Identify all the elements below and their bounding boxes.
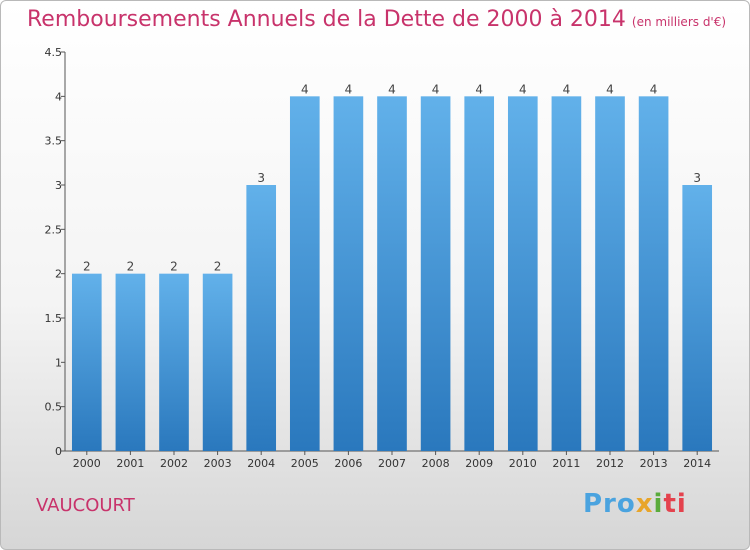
commune-name: VAUCOURT xyxy=(36,495,135,516)
logo-part: ti xyxy=(663,489,687,519)
y-tick-label: 0.5 xyxy=(45,401,63,414)
y-tick-label: 0 xyxy=(55,445,62,458)
bar-2004 xyxy=(246,185,277,451)
y-tick-label: 1 xyxy=(55,356,62,369)
x-tick-label: 2011 xyxy=(552,457,580,470)
x-tick-label: 2006 xyxy=(334,457,362,470)
bar-2012 xyxy=(595,96,625,451)
bar-2014 xyxy=(682,185,713,451)
bar-2002 xyxy=(159,273,189,451)
x-tick-label: 2005 xyxy=(291,457,319,470)
x-tick-label: 2007 xyxy=(378,457,406,470)
logo-part: i xyxy=(653,489,664,519)
y-tick-label: 4 xyxy=(55,90,62,103)
x-tick-label: 2010 xyxy=(509,457,537,470)
data-label-2010: 4 xyxy=(519,82,527,96)
bar-2013 xyxy=(638,96,669,451)
bar-2007 xyxy=(377,96,407,451)
bar-layer xyxy=(71,96,713,451)
data-label-2006: 4 xyxy=(345,82,353,96)
bar-2008 xyxy=(420,96,451,451)
data-label-2008: 4 xyxy=(432,82,440,96)
x-tick-label: 2013 xyxy=(640,457,668,470)
x-tick-label: 2014 xyxy=(683,457,711,470)
bar-2010 xyxy=(507,96,538,451)
y-tick-label: 4.5 xyxy=(45,46,63,59)
label-layer: 2 2 2 2 3 4 4 4 4 4 4 4 4 4 3 xyxy=(83,82,701,273)
data-label-2005: 4 xyxy=(301,82,309,96)
data-label-2011: 4 xyxy=(563,82,571,96)
data-label-2003: 2 xyxy=(214,260,222,274)
bar-2000 xyxy=(71,273,102,451)
bar-2009 xyxy=(464,96,495,451)
data-label-2002: 2 xyxy=(170,260,178,274)
axis-layer: 0 0.5 1 1.5 2 2.5 3 3.5 4 4.5 2000 2001 2002 2003 2004… xyxy=(45,46,719,470)
x-tick-label: 2009 xyxy=(465,457,493,470)
y-tick-label: 2.5 xyxy=(45,223,63,236)
x-tick-label: 2008 xyxy=(422,457,450,470)
bar-2006 xyxy=(333,96,364,451)
bar-2011 xyxy=(551,96,582,451)
data-label-2001: 2 xyxy=(127,260,135,274)
x-tick-label: 2000 xyxy=(73,457,101,470)
logo-part: x xyxy=(635,489,654,519)
y-tick-label: 3.5 xyxy=(45,135,63,148)
y-tick-label: 2 xyxy=(55,268,62,281)
data-label-2007: 4 xyxy=(388,82,396,96)
y-tick-label: 3 xyxy=(55,179,62,192)
x-tick-label: 2002 xyxy=(160,457,188,470)
x-tick-label: 2003 xyxy=(204,457,232,470)
chart-title: Remboursements Annuels de la Dette de 20… xyxy=(27,7,726,32)
bar-2005 xyxy=(289,96,320,451)
data-label-2004: 3 xyxy=(257,171,265,185)
data-label-2009: 4 xyxy=(475,82,483,96)
data-label-2013: 4 xyxy=(650,82,658,96)
chart-unit: (en milliers d'€) xyxy=(631,15,727,29)
logo-part: Pro xyxy=(583,489,636,519)
y-tick-label: 1.5 xyxy=(45,312,63,325)
data-label-2014: 3 xyxy=(693,171,701,185)
chart-title-text: Remboursements Annuels de la Dette de 20… xyxy=(27,7,626,32)
x-tick-label: 2004 xyxy=(247,457,275,470)
x-tick-label: 2001 xyxy=(116,457,144,470)
proxiti-logo: Proxiti xyxy=(583,489,687,519)
bar-2001 xyxy=(115,273,146,451)
data-label-2000: 2 xyxy=(83,260,91,274)
data-label-2012: 4 xyxy=(606,82,614,96)
x-tick-label: 2012 xyxy=(596,457,624,470)
bar-2003 xyxy=(202,273,233,451)
